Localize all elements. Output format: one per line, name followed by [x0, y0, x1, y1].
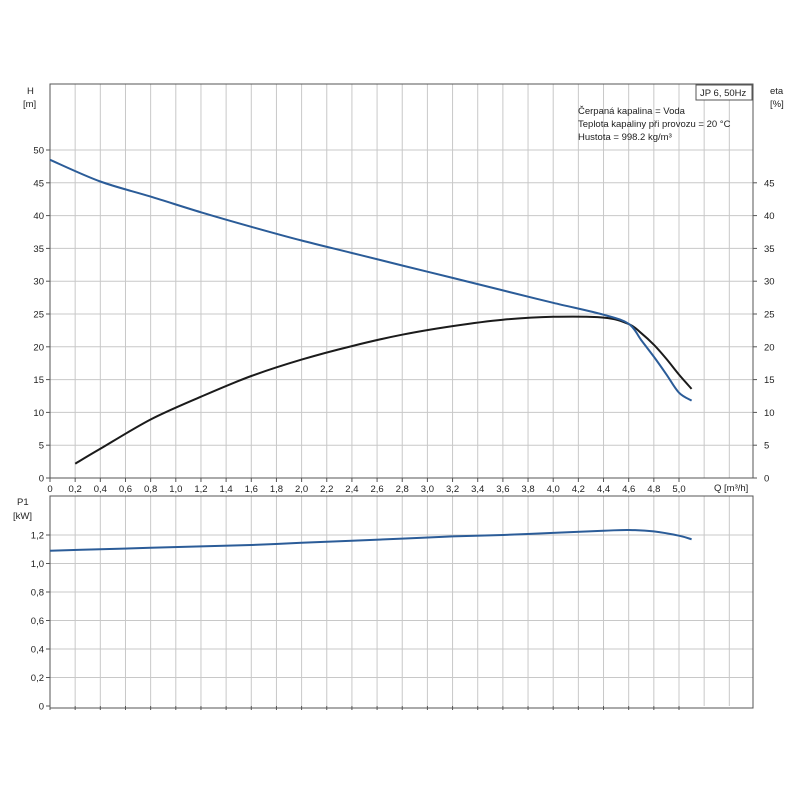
y2-tick-label: 40 [764, 211, 775, 222]
y-tick-label: 20 [33, 342, 44, 353]
y-tick-label: 30 [33, 277, 44, 288]
y-axis-label-head: H [27, 86, 34, 97]
x-tick-label: 1,4 [220, 484, 233, 495]
y2-tick-label: 10 [764, 408, 775, 419]
y-tick-label: 0,4 [31, 645, 44, 656]
y-tick-label: 5 [39, 441, 44, 452]
x-tick-label: 4,4 [597, 484, 610, 495]
x-tick-label: 2,4 [345, 484, 358, 495]
x-tick-label: 3,4 [471, 484, 484, 495]
bottom-panel-frame [49, 495, 754, 709]
y2-tick-label: 20 [764, 342, 775, 353]
x-tick-label: 3,8 [521, 484, 534, 495]
power-curve [49, 528, 692, 552]
x-tick-label: 2,8 [396, 484, 409, 495]
x-tick-label: 3,6 [496, 484, 509, 495]
top-panel-grid [50, 84, 753, 478]
y-tick-label: 0,6 [31, 616, 44, 627]
y2-tick-label: 30 [764, 277, 775, 288]
x-tick-label: 5,0 [672, 484, 685, 495]
y2-tick-label: 45 [764, 178, 775, 189]
x-tick-label: 3,0 [421, 484, 434, 495]
legend-line-density: Hustota = 998.2 kg/m³ [578, 132, 672, 143]
curves [49, 158, 693, 552]
bottom-panel-grid [50, 496, 753, 706]
x-tick-label: 4,0 [547, 484, 560, 495]
y-tick-label: 1,0 [31, 559, 44, 570]
y-axis-unit-power: [kW] [13, 511, 32, 522]
x-tick-label: 3,2 [446, 484, 459, 495]
x-tick-label: 1,8 [270, 484, 283, 495]
x-tick-label: 2,2 [320, 484, 333, 495]
y2-axis-unit-eta: [%] [770, 99, 784, 110]
y-tick-label: 15 [33, 375, 44, 386]
x-tick-label: 0,8 [144, 484, 157, 495]
legend-line-temperature: Teplota kapaliny při provozu = 20 °C [578, 119, 731, 130]
x-tick-label: 1,2 [194, 484, 207, 495]
y2-tick-label: 25 [764, 310, 775, 321]
top-panel-axes: 0 0,2 0,4 0,6 0,8 1,0 1,2 1,4 1,6 1,8 2,0 2,2 2,4 2,6… [33, 146, 774, 496]
y2-tick-label: 35 [764, 244, 775, 255]
x-axis-label: Q [m³/h] [714, 483, 748, 494]
y-tick-label: 45 [33, 178, 44, 189]
y2-tick-label: 0 [764, 474, 769, 485]
y2-tick-label: 15 [764, 375, 775, 386]
y-tick-label: 0,2 [31, 673, 44, 684]
y-tick-label: 1,2 [31, 531, 44, 542]
legend-title-box [695, 84, 753, 101]
x-tick-label: 2,0 [295, 484, 308, 495]
bottom-panel-axes: 0 0,2 0,4 0,6 0,8 1,0 1,2 [31, 531, 680, 713]
x-tick-label: 4,2 [572, 484, 585, 495]
legend-line-fluid: Čerpaná kapalina = Voda [578, 106, 686, 117]
y-tick-label: 0 [39, 474, 44, 485]
y-tick-label: 35 [33, 244, 44, 255]
y-tick-label: 0 [39, 702, 44, 713]
eta-curve [74, 315, 693, 465]
head-curve [49, 158, 693, 402]
x-tick-label: 2,6 [370, 484, 383, 495]
y-tick-label: 0,8 [31, 588, 44, 599]
x-tick-label: 4,6 [622, 484, 635, 495]
y2-axis-label-eta: eta [770, 86, 784, 97]
y-tick-label: 10 [33, 408, 44, 419]
y-tick-label: 25 [33, 310, 44, 321]
y-tick-label: 40 [33, 211, 44, 222]
legend-box: JP 6, 50Hz Čerpaná kapalina = Voda Teplo… [578, 84, 753, 143]
legend-title: JP 6, 50Hz [700, 88, 747, 99]
x-tick-label: 0,4 [94, 484, 107, 495]
y-axis-unit-head: [m] [23, 99, 36, 110]
y-axis-label-power: P1 [17, 497, 29, 508]
x-tick-label: 0 [47, 484, 52, 495]
x-tick-label: 0,2 [69, 484, 82, 495]
x-tick-label: 0,6 [119, 484, 132, 495]
y-tick-label: 50 [33, 146, 44, 157]
y2-tick-label: 5 [764, 441, 769, 452]
x-tick-label: 4,8 [647, 484, 660, 495]
x-tick-label: 1,0 [169, 484, 182, 495]
x-tick-label: 1,6 [245, 484, 258, 495]
